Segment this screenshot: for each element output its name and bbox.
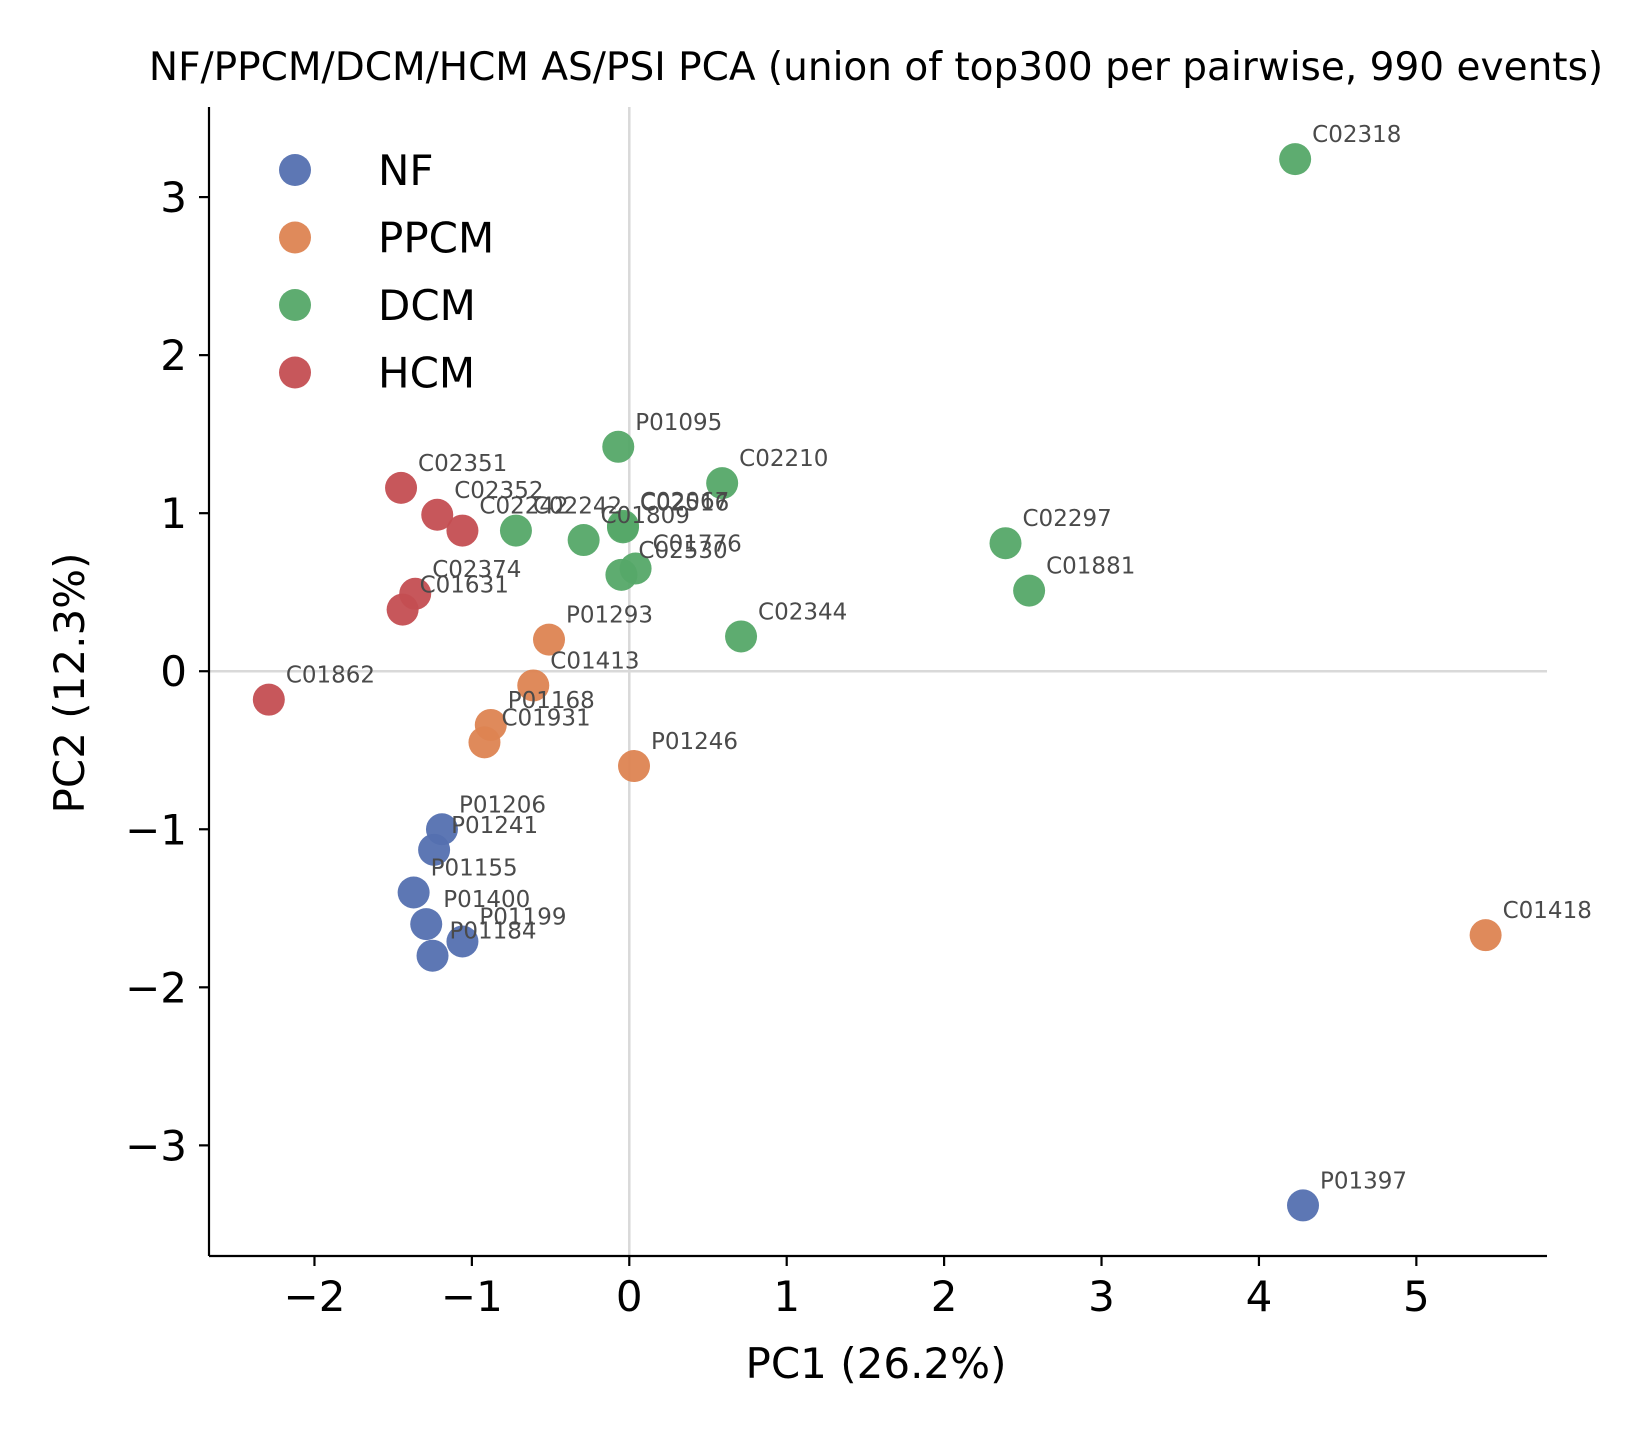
ppcm-point xyxy=(618,750,651,783)
x-tick-label: −1 xyxy=(441,1272,503,1321)
ppcm-point xyxy=(533,623,566,656)
legend-label-ppcm: PPCM xyxy=(378,214,494,263)
hcm-point xyxy=(386,593,419,626)
legend-marker-ppcm xyxy=(279,221,311,254)
point-label: P01095 xyxy=(635,410,722,436)
point-label: C02344 xyxy=(758,599,847,625)
nf-point xyxy=(410,908,443,941)
legend-marker-dcm xyxy=(279,289,311,321)
axes xyxy=(207,107,1547,1258)
nf-point xyxy=(1287,1189,1320,1222)
y-axis-label: PC2 (12.3%) xyxy=(45,553,94,814)
point-label: C01862 xyxy=(286,663,375,689)
point-label: P01206 xyxy=(459,792,546,818)
point-label: C01809 xyxy=(601,503,690,529)
dcm-point xyxy=(605,558,638,591)
point-label: C02067 xyxy=(640,489,729,515)
x-tick-label: 2 xyxy=(931,1272,958,1321)
dcm-point xyxy=(706,467,739,500)
dcm-point xyxy=(602,430,635,463)
dcm-point xyxy=(567,524,600,557)
legend-marker-nf xyxy=(279,154,311,186)
y-tick-label: 3 xyxy=(160,173,187,222)
zero-reference-lines xyxy=(209,107,1547,1256)
x-axis-label: PC1 (26.2%) xyxy=(746,1339,1007,1388)
ppcm-point xyxy=(468,726,501,759)
x-tick-label: 1 xyxy=(773,1272,800,1321)
point-label: C01418 xyxy=(1503,898,1592,924)
nf-point xyxy=(446,925,479,958)
hcm-point xyxy=(421,498,454,531)
hcm-point xyxy=(446,514,479,547)
x-tick-label: 4 xyxy=(1246,1272,1273,1321)
nf-point xyxy=(397,876,430,909)
dcm-point xyxy=(725,620,758,653)
legend-label-dcm: DCM xyxy=(378,281,476,330)
point-label: P01293 xyxy=(566,603,653,629)
point-label: P01199 xyxy=(479,904,566,930)
point-label: C02242 xyxy=(479,494,568,520)
legend-label-hcm: HCM xyxy=(378,349,475,398)
legend: NF PPCM DCM HCM xyxy=(279,146,494,398)
point-label: C01631 xyxy=(420,573,509,599)
chart-title: NF/PPCM/DCM/HCM AS/PSI PCA (union of top… xyxy=(149,45,1603,90)
y-tick-label: −3 xyxy=(125,1121,187,1170)
point-label: C01931 xyxy=(501,705,590,731)
point-label: C01881 xyxy=(1046,554,1135,580)
point-label: P01241 xyxy=(451,813,538,839)
point-label: C02352 xyxy=(454,478,543,504)
x-tick-label: −2 xyxy=(284,1272,346,1321)
point-label: P01184 xyxy=(450,919,537,945)
point-label: P01155 xyxy=(431,855,518,881)
hcm-point xyxy=(385,471,418,504)
y-tick-label: 1 xyxy=(160,489,187,538)
point-label: P01246 xyxy=(651,729,738,755)
x-tick-label: 5 xyxy=(1403,1272,1430,1321)
point-label: C01776 xyxy=(653,531,742,557)
point-label: C02530 xyxy=(638,538,727,564)
point-label: P01397 xyxy=(1320,1168,1407,1194)
point-label: C02242 xyxy=(533,494,622,520)
dcm-point xyxy=(1013,574,1046,607)
point-label: P01168 xyxy=(508,688,595,714)
data-points xyxy=(252,143,1502,1222)
x-axis-ticks: −2 −1 0 1 2 3 4 5 xyxy=(284,1256,1430,1321)
dcm-point xyxy=(989,527,1022,560)
dcm-point xyxy=(499,514,532,547)
point-label: C01413 xyxy=(550,648,639,674)
point-label: C02351 xyxy=(418,451,507,477)
y-tick-label: −1 xyxy=(125,805,187,854)
legend-marker-hcm xyxy=(279,356,311,389)
point-label: C02210 xyxy=(739,446,828,472)
nf-point xyxy=(416,939,449,972)
legend-label-nf: NF xyxy=(378,146,434,195)
ppcm-point xyxy=(1469,919,1502,952)
point-label: C02297 xyxy=(1023,506,1112,532)
ppcm-point xyxy=(517,669,550,702)
x-tick-label: 0 xyxy=(616,1272,643,1321)
y-tick-label: 0 xyxy=(160,647,187,696)
x-tick-label: 3 xyxy=(1088,1272,1115,1321)
y-tick-label: 2 xyxy=(160,331,187,380)
hcm-point xyxy=(252,683,285,716)
point-label: C02516 xyxy=(640,490,729,516)
point-label: C02318 xyxy=(1312,122,1401,148)
y-axis-ticks: −3 −2 −1 0 1 2 3 xyxy=(125,173,209,1170)
point-label: C02374 xyxy=(432,557,521,583)
y-tick-label: −2 xyxy=(125,963,187,1012)
nf-point xyxy=(418,833,451,866)
dcm-point xyxy=(606,511,639,544)
point-label: P01400 xyxy=(443,887,530,913)
dcm-point xyxy=(1279,143,1312,176)
